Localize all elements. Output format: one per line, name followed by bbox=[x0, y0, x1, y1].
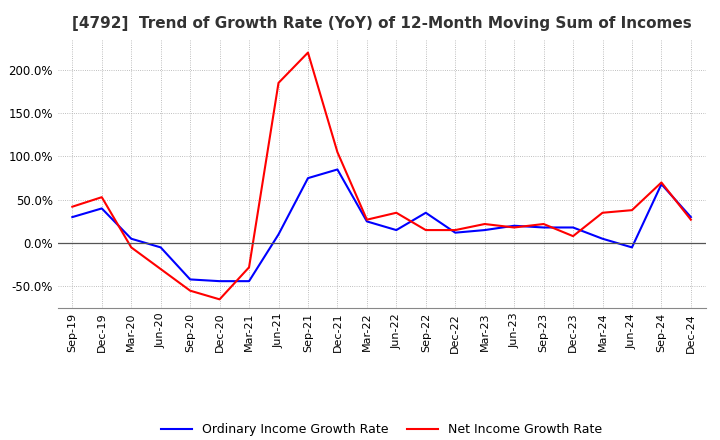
Legend: Ordinary Income Growth Rate, Net Income Growth Rate: Ordinary Income Growth Rate, Net Income … bbox=[156, 418, 608, 440]
Ordinary Income Growth Rate bbox=[628, 245, 636, 250]
Ordinary Income Growth Rate bbox=[392, 227, 400, 233]
Ordinary Income Growth Rate bbox=[186, 277, 194, 282]
Ordinary Income Growth Rate bbox=[539, 225, 548, 230]
Net Income Growth Rate bbox=[569, 234, 577, 239]
Ordinary Income Growth Rate bbox=[333, 167, 342, 172]
Title: [4792]  Trend of Growth Rate (YoY) of 12-Month Moving Sum of Incomes: [4792] Trend of Growth Rate (YoY) of 12-… bbox=[72, 16, 691, 32]
Net Income Growth Rate bbox=[539, 221, 548, 227]
Ordinary Income Growth Rate bbox=[156, 245, 165, 250]
Ordinary Income Growth Rate bbox=[510, 223, 518, 228]
Ordinary Income Growth Rate bbox=[598, 236, 607, 242]
Net Income Growth Rate bbox=[97, 194, 106, 200]
Ordinary Income Growth Rate bbox=[480, 227, 489, 233]
Net Income Growth Rate bbox=[245, 265, 253, 270]
Net Income Growth Rate bbox=[657, 180, 666, 185]
Ordinary Income Growth Rate bbox=[421, 210, 430, 216]
Net Income Growth Rate bbox=[215, 297, 224, 302]
Ordinary Income Growth Rate bbox=[687, 214, 696, 220]
Net Income Growth Rate bbox=[687, 217, 696, 222]
Net Income Growth Rate bbox=[363, 217, 372, 222]
Net Income Growth Rate bbox=[186, 288, 194, 293]
Net Income Growth Rate bbox=[304, 50, 312, 55]
Ordinary Income Growth Rate bbox=[245, 279, 253, 284]
Ordinary Income Growth Rate bbox=[97, 206, 106, 211]
Net Income Growth Rate bbox=[628, 208, 636, 213]
Net Income Growth Rate bbox=[127, 245, 135, 250]
Ordinary Income Growth Rate bbox=[304, 176, 312, 181]
Ordinary Income Growth Rate bbox=[451, 230, 459, 235]
Line: Net Income Growth Rate: Net Income Growth Rate bbox=[72, 53, 691, 299]
Ordinary Income Growth Rate bbox=[363, 219, 372, 224]
Net Income Growth Rate bbox=[451, 227, 459, 233]
Net Income Growth Rate bbox=[156, 266, 165, 271]
Ordinary Income Growth Rate bbox=[127, 236, 135, 242]
Net Income Growth Rate bbox=[421, 227, 430, 233]
Net Income Growth Rate bbox=[333, 150, 342, 155]
Ordinary Income Growth Rate bbox=[657, 182, 666, 187]
Ordinary Income Growth Rate bbox=[274, 232, 283, 237]
Net Income Growth Rate bbox=[274, 80, 283, 85]
Line: Ordinary Income Growth Rate: Ordinary Income Growth Rate bbox=[72, 169, 691, 281]
Net Income Growth Rate bbox=[480, 221, 489, 227]
Ordinary Income Growth Rate bbox=[569, 225, 577, 230]
Net Income Growth Rate bbox=[68, 204, 76, 209]
Net Income Growth Rate bbox=[598, 210, 607, 216]
Ordinary Income Growth Rate bbox=[68, 214, 76, 220]
Net Income Growth Rate bbox=[510, 225, 518, 230]
Ordinary Income Growth Rate bbox=[215, 279, 224, 284]
Net Income Growth Rate bbox=[392, 210, 400, 216]
